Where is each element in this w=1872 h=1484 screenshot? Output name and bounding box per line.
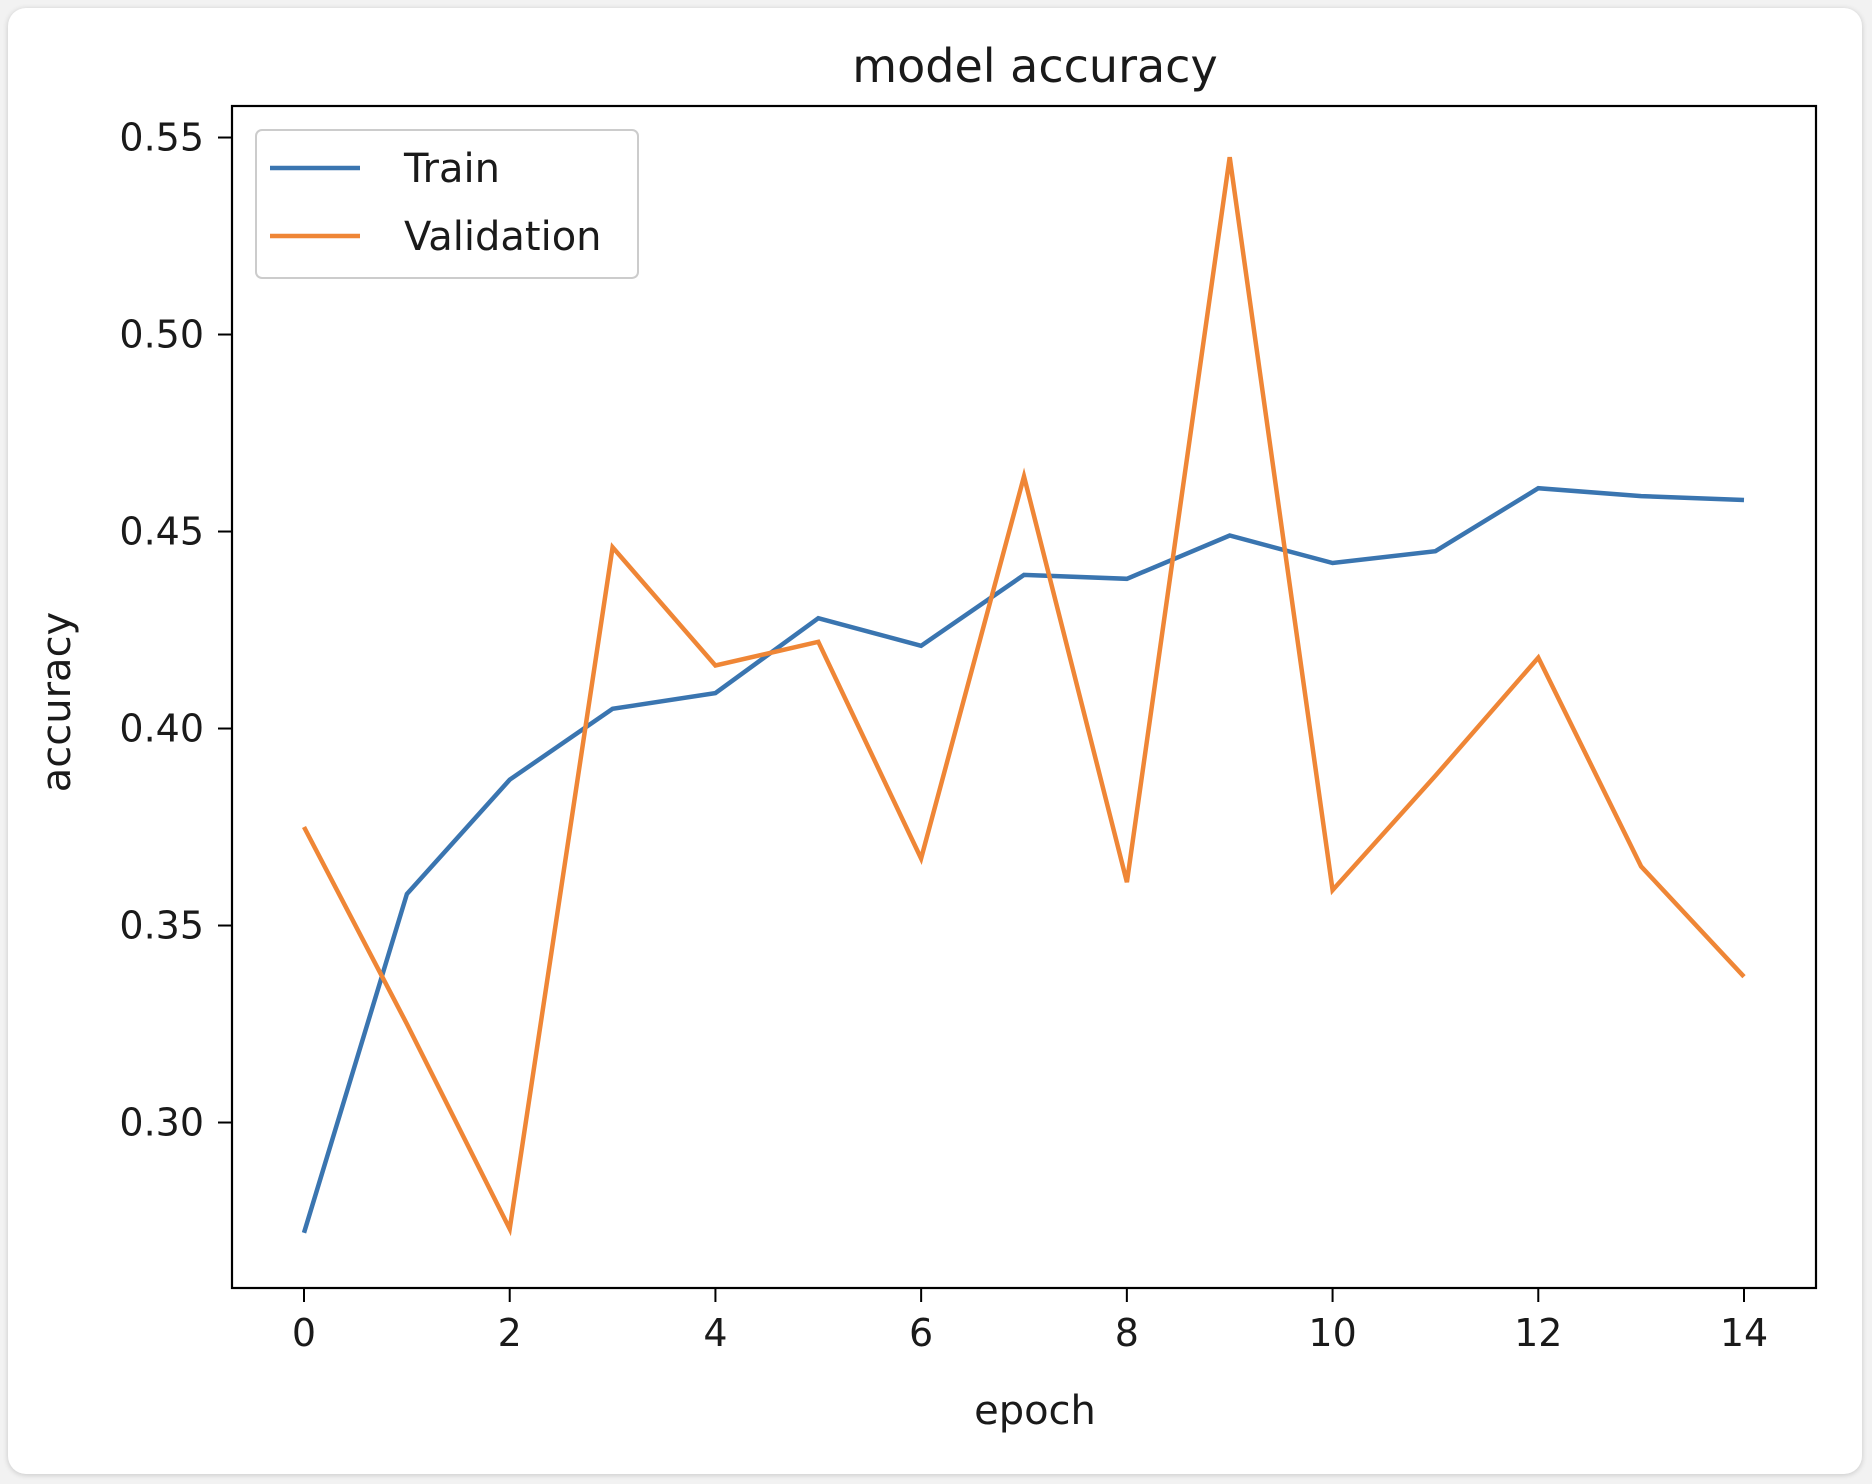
series-line-validation	[302, 156, 1746, 1237]
x-tick-label: 10	[1308, 1311, 1356, 1355]
accuracy-line-chart: model accuracy 0 2 4 6 8 10 12 14 0.30 0.35 0.40 0.…	[34, 39, 1818, 1434]
legend: Train Validation	[255, 129, 639, 279]
axes: 0 2 4 6 8 10 12 14 0.30 0.35 0.40 0.45 0.50 0.55	[119, 104, 1818, 1355]
series-line-train	[301, 485, 1745, 1234]
y-tick-label: 0.40	[119, 707, 204, 751]
x-tick-label: 4	[703, 1311, 727, 1355]
y-tick-label: 0.45	[119, 510, 204, 554]
plot-frame	[230, 104, 1818, 1290]
x-tick-label: 6	[909, 1311, 933, 1355]
y-tick-label: 0.30	[119, 1101, 204, 1145]
x-tick-label: 0	[292, 1311, 316, 1355]
plot-area	[301, 156, 1746, 1237]
legend-label-validation: Validation	[404, 214, 602, 260]
figure-card: model accuracy 0 2 4 6 8 10 12 14 0.30 0.35 0.40 0.…	[8, 8, 1862, 1474]
x-tick-label: 12	[1514, 1311, 1562, 1355]
y-axis-label: accuracy	[34, 612, 80, 792]
chart-title: model accuracy	[852, 39, 1217, 93]
y-tick-label: 0.35	[119, 904, 204, 948]
x-tick-label: 2	[498, 1311, 522, 1355]
y-tick-label: 0.50	[119, 313, 204, 357]
y-tick-label: 0.55	[119, 116, 204, 160]
x-tick-label: 8	[1115, 1311, 1139, 1355]
x-tick-label: 14	[1720, 1311, 1768, 1355]
legend-label-train: Train	[403, 146, 500, 192]
x-axis-label: epoch	[974, 1388, 1096, 1434]
